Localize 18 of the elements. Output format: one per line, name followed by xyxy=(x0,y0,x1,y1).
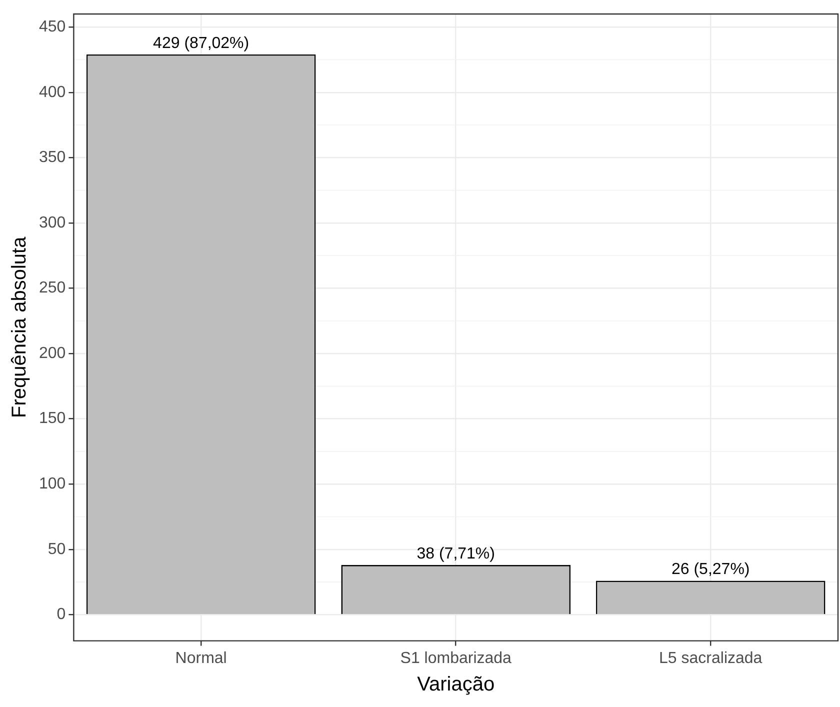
y-tick-label: 300 xyxy=(38,214,66,232)
x-tick-label: S1 lombarizada xyxy=(400,650,512,667)
x-tick-label: L5 sacralizada xyxy=(659,650,762,667)
y-tick-label: 250 xyxy=(38,280,66,297)
y-tick-label: 400 xyxy=(38,84,66,101)
y-tick-label: 100 xyxy=(38,476,66,493)
y-tick-label: 350 xyxy=(38,149,66,166)
data-label: 26 (5,27%) xyxy=(671,561,750,578)
x-axis-title: Variação xyxy=(417,674,495,696)
y-tick-label: 200 xyxy=(38,344,66,362)
x-tick-label: Normal xyxy=(175,650,227,667)
y-tick-label: 450 xyxy=(38,18,66,36)
data-label: 38 (7,71%) xyxy=(416,545,495,562)
y-axis-title: Frequência absoluta xyxy=(8,236,31,418)
y-tick-label: 50 xyxy=(48,540,66,558)
y-tick-label: 150 xyxy=(38,410,66,428)
y-tick-label: 0 xyxy=(56,606,66,624)
data-label: 429 (87,02%) xyxy=(153,34,250,52)
